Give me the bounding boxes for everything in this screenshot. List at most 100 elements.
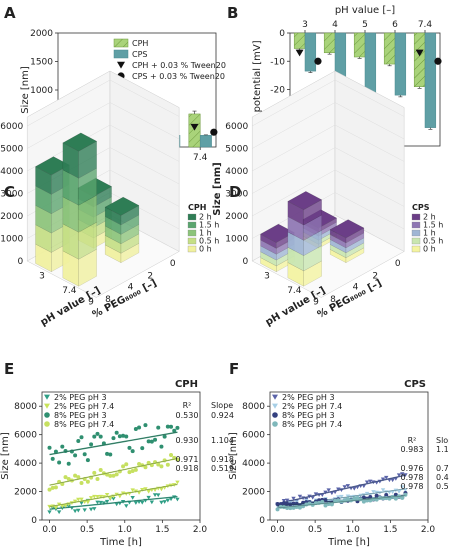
ph-tick-label: 3	[39, 272, 45, 282]
data-point	[400, 495, 405, 500]
data-point	[66, 504, 71, 509]
data-point	[143, 423, 148, 428]
data-point	[85, 458, 90, 463]
data-point	[396, 490, 402, 494]
data-point	[89, 442, 94, 447]
data-point	[108, 496, 113, 501]
data-point	[284, 498, 290, 503]
data-point	[137, 425, 142, 430]
legend-title: CPS	[412, 203, 430, 212]
r2-value: 0.530	[176, 411, 199, 420]
data-point	[336, 495, 341, 500]
peg-tick-label: 0	[170, 259, 176, 269]
fit-line-outline	[49, 458, 178, 486]
r2-value: 0.971	[176, 455, 199, 464]
x-tick-label: 4	[332, 20, 338, 30]
bar-cps-7.4	[199, 135, 212, 148]
r2-value: 0.976	[401, 464, 424, 473]
y-axis-label: Size [nm]	[228, 432, 239, 480]
x-tick-label: 2.0	[421, 525, 436, 535]
legend-swatch	[187, 213, 197, 221]
z-gridline	[252, 192, 405, 239]
data-point	[92, 434, 97, 439]
panel-label-a: A	[4, 4, 16, 22]
data-point	[368, 479, 373, 484]
y-tick-label: 0	[31, 516, 37, 526]
data-point	[98, 434, 103, 439]
data-point	[345, 496, 350, 501]
fit-line-outline	[277, 495, 406, 509]
legend-title: CPH	[188, 203, 206, 212]
data-point	[60, 444, 65, 449]
data-point	[297, 494, 303, 499]
legend-label: 8% PEG pH 7.4	[282, 420, 342, 429]
data-point	[133, 467, 138, 472]
data-point	[127, 470, 132, 475]
data-point	[169, 452, 174, 457]
data-point	[92, 494, 97, 499]
x-tick-label: 0.0	[42, 525, 57, 535]
data-point	[66, 477, 71, 482]
legend-swatch	[113, 49, 129, 59]
data-point	[326, 488, 331, 493]
data-point	[130, 488, 135, 493]
legend-label: 0 h	[423, 245, 436, 254]
panel-label-c: C	[4, 183, 15, 201]
legend-marker	[44, 421, 50, 427]
ph-tick-label: 9	[313, 297, 319, 307]
data-point	[390, 478, 395, 483]
bar-cps-7.4	[424, 32, 437, 128]
peg-tick-label: 4	[128, 283, 134, 293]
data-point	[146, 439, 151, 444]
marker-circle	[210, 128, 218, 136]
data-point	[380, 488, 386, 492]
x-tick-label: 0.5	[80, 525, 94, 535]
y-tick-label: 8000	[14, 402, 37, 412]
legend-label: 0 h	[199, 245, 212, 254]
x-axis-label: pH value [–]	[335, 5, 395, 16]
z-gridline	[252, 169, 405, 217]
panel-e-scatter-chart: 0.0 0.5 1.0 1.5 2.0 0 2000 4000 6000 8000 Time [h]…	[0, 379, 234, 548]
data-point	[130, 449, 135, 454]
y-tick-label: 0	[279, 29, 285, 39]
bar-cph-5	[353, 32, 366, 58]
data-point	[281, 501, 286, 506]
x-tick-label: 2.0	[193, 525, 208, 535]
bar-cps-6	[394, 32, 407, 96]
data-point	[393, 496, 398, 501]
data-point	[124, 462, 129, 467]
legend-label: 1.5 h	[423, 221, 443, 230]
z-gridline	[252, 79, 405, 127]
data-point	[352, 486, 357, 491]
legend-label: 8% PEG pH 3	[54, 411, 107, 420]
data-point	[82, 452, 87, 457]
r2-value: 0.918	[176, 464, 199, 473]
ph-tick-label: 7.4	[62, 286, 77, 296]
data-point	[50, 485, 55, 490]
marker-circle	[434, 57, 442, 65]
data-point	[66, 461, 71, 466]
data-point	[92, 507, 97, 511]
slope-value: 0.918	[211, 455, 234, 464]
r2-header: R²	[408, 436, 417, 445]
data-point	[53, 485, 58, 490]
data-point	[76, 508, 81, 513]
x-tick-label: 0.5	[308, 525, 322, 535]
data-point	[121, 433, 126, 438]
y-tick-label: 2000	[242, 488, 265, 498]
bar-cph-3	[293, 32, 306, 49]
size-axis-label: Size [nm]	[212, 162, 223, 215]
x-tick-label: 3	[302, 20, 308, 30]
slope-value: 0.506	[436, 482, 449, 491]
z-gridline	[252, 124, 405, 172]
marker-circle	[314, 57, 322, 65]
peg-tick-label: 0	[395, 259, 401, 269]
data-point	[114, 472, 119, 477]
data-point	[73, 453, 78, 458]
data-point	[361, 499, 366, 504]
bar-top-8-7.4	[287, 191, 323, 210]
z-tick-label: 2000	[0, 212, 23, 222]
legend-swatch	[113, 38, 129, 48]
legend-label: 2% PEG pH 3	[54, 393, 107, 402]
data-point	[98, 500, 103, 505]
